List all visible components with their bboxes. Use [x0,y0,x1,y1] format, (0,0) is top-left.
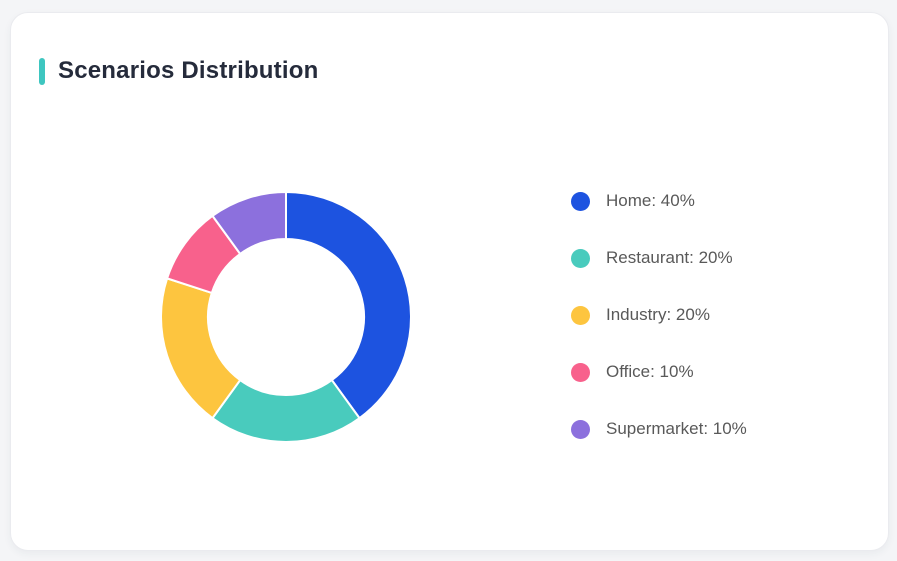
legend-item-restaurant[interactable]: Restaurant: 20% [571,248,747,268]
legend-label: Restaurant: 20% [606,248,733,267]
legend-label: Industry: 20% [606,305,710,324]
donut-segment-home[interactable] [285,191,412,420]
card-header: Scenarios Distribution [39,57,318,85]
legend-label: Office: 10% [606,362,694,381]
donut-chart-svg [160,191,412,443]
legend-label: Home: 40% [606,191,695,210]
legend-marker [571,305,590,325]
legend-item-supermarket[interactable]: Supermarket: 10% [571,419,747,439]
legend: Home: 40% Restaurant: 20% Industry: 20% … [571,191,747,439]
title-accent-bar [39,57,45,85]
donut-segment-supermarket[interactable] [211,191,287,255]
legend-label: Supermarket: 10% [606,419,747,438]
legend-item-industry[interactable]: Industry: 20% [571,305,747,325]
legend-marker [571,248,590,268]
chart-area: Home: 40% Restaurant: 20% Industry: 20% … [11,13,888,550]
scenarios-distribution-card: Scenarios Distribution Home: 40% Restaur… [10,12,889,551]
legend-item-home[interactable]: Home: 40% [571,191,747,211]
donut-segment-industry[interactable] [160,277,242,420]
card-title: Scenarios Distribution [58,57,319,84]
legend-marker [571,419,590,439]
legend-marker [571,191,590,211]
legend-marker [571,362,590,382]
legend-item-office[interactable]: Office: 10% [571,362,747,382]
